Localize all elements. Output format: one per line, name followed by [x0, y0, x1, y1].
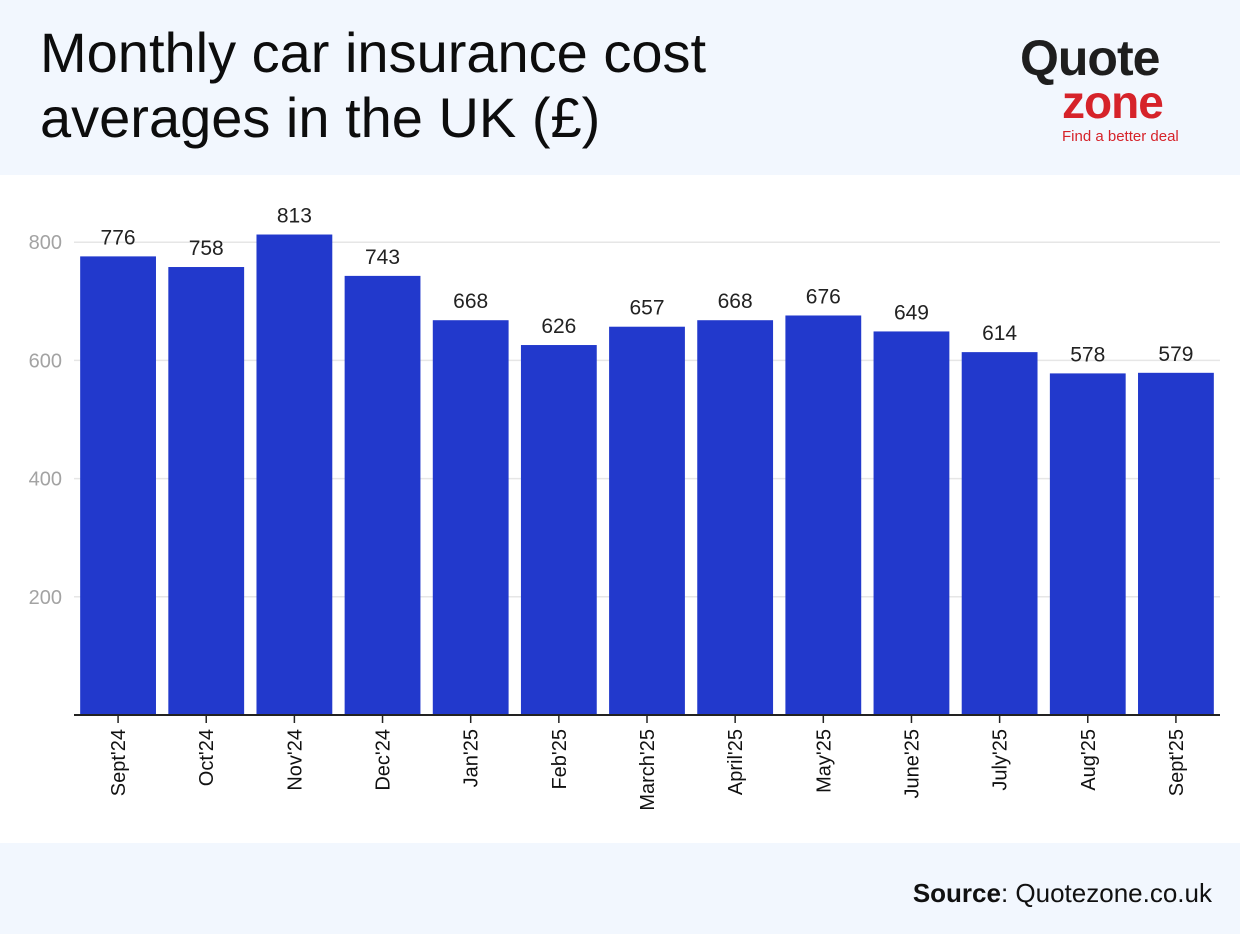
bar — [432, 320, 509, 715]
x-tick-label: Dec'24 — [373, 729, 395, 791]
data-label: 743 — [365, 246, 400, 269]
y-tick-label: 200 — [29, 587, 62, 609]
logo-word-top: Quote — [1020, 30, 1160, 86]
source-value: : Quotezone.co.uk — [1000, 878, 1212, 908]
data-label: 776 — [101, 226, 136, 249]
data-label: 758 — [189, 237, 224, 260]
chart-title: Monthly car insurance cost averages in t… — [40, 21, 707, 149]
x-tick-label: Oct'24 — [196, 729, 218, 786]
data-label: 813 — [277, 205, 312, 228]
x-tick-label: Jan'25 — [461, 729, 483, 787]
bar — [1049, 373, 1126, 715]
footer: Source: Quotezone.co.uk — [0, 843, 1240, 934]
source-label: Source — [912, 878, 1001, 908]
bar — [168, 267, 245, 715]
logo-tagline: Find a better deal — [1062, 128, 1179, 145]
x-tick-label: Sept'25 — [1166, 729, 1188, 796]
source-credit: Source: Quotezone.co.uk — [913, 878, 1212, 909]
data-label: 668 — [718, 290, 753, 313]
y-tick-label: 400 — [29, 469, 62, 491]
bar — [80, 256, 156, 715]
data-label: 614 — [982, 322, 1017, 345]
x-tick-label: Sept'24 — [108, 729, 130, 796]
x-tick-label: Feb'25 — [549, 729, 571, 790]
data-label: 676 — [806, 285, 841, 308]
logo-word-bottom: zone — [1062, 76, 1164, 128]
bar — [873, 331, 950, 715]
bar — [256, 234, 333, 715]
x-tick-label: July'25 — [990, 729, 1012, 791]
chart-area: 200 400 600 800 776 Sept'24 758 Oct'24 813 Nov'24… — [0, 175, 1240, 843]
x-tick-label: Aug'25 — [1078, 729, 1100, 791]
bar — [697, 320, 774, 715]
x-tick-label: April'25 — [725, 729, 747, 795]
bar — [520, 345, 597, 715]
bar — [1138, 372, 1214, 715]
data-label: 578 — [1070, 343, 1105, 366]
y-tick-label: 600 — [29, 350, 62, 372]
data-label: 579 — [1158, 343, 1193, 366]
x-tick-label: June'25 — [901, 729, 923, 798]
x-tick-label: May'25 — [813, 729, 835, 793]
data-label: 668 — [453, 290, 488, 313]
bar — [609, 326, 685, 715]
bar-chart: 200 400 600 800 776 Sept'24 758 Oct'24 813 Nov'24… — [29, 205, 1220, 811]
y-tick-label: 800 — [29, 232, 62, 254]
x-tick-label: Nov'24 — [284, 729, 306, 791]
bar — [961, 352, 1038, 715]
bar — [785, 315, 862, 715]
header: Monthly car insurance cost averages in t… — [0, 0, 1240, 175]
quotezone-logo: Quote zone Find a better deal — [1020, 30, 1220, 150]
bar — [344, 275, 421, 715]
data-label: 626 — [541, 315, 576, 338]
data-label: 649 — [894, 301, 929, 324]
data-label: 657 — [629, 297, 664, 320]
x-tick-label: March'25 — [637, 729, 659, 811]
